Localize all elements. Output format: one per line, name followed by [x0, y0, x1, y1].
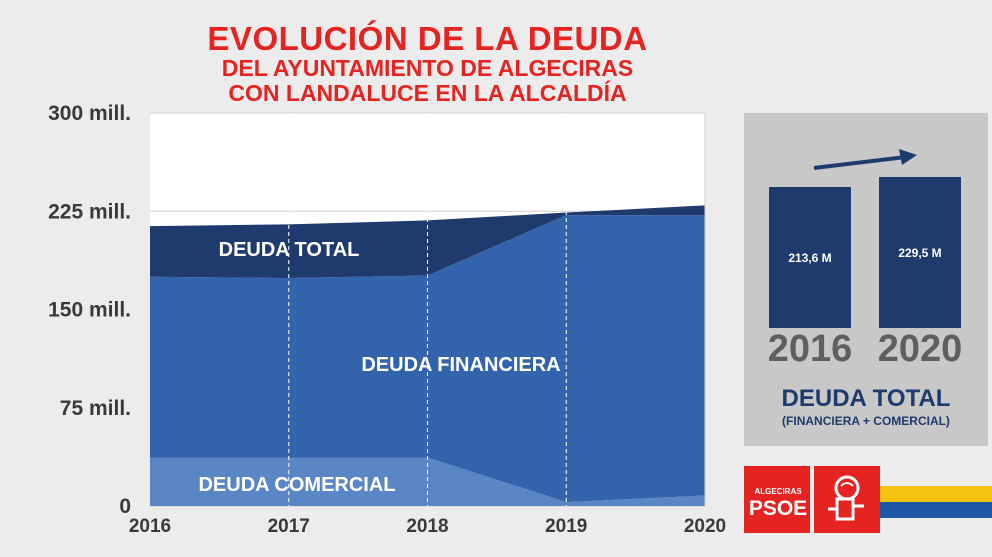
bar-2020-value: 229,5 M: [898, 245, 942, 260]
y-tick-label: 75 mill.: [60, 397, 131, 420]
x-tick-label: 2020: [684, 516, 726, 537]
title-line-1: EVOLUCIÓN DE LA DEUDA: [207, 20, 648, 57]
label-deuda-comercial: DEUDA COMERCIAL: [198, 474, 395, 496]
bar-2016-value: 213,6 M: [788, 250, 832, 265]
bar-2020: 229,5 M: [879, 177, 961, 328]
logo-city: ALGECIRAS: [754, 487, 802, 496]
label-deuda-total: DEUDA TOTAL: [219, 239, 360, 261]
title-line-2: DEL AYUNTAMIENTO DE ALGECIRAS: [221, 55, 634, 81]
x-tick-label: 2018: [406, 516, 448, 537]
x-tick-label: 2016: [129, 516, 171, 537]
y-tick-label: 225 mill.: [48, 200, 131, 223]
panel-subtitle: (FINANCIERA + COMERCIAL): [782, 414, 950, 428]
title-line-3: CON LANDALUCE EN LA ALCALDÍA: [228, 80, 627, 106]
label-deuda-financiera: DEUDA FINANCIERA: [361, 354, 560, 376]
total-debt-comparison-panel: 213,6 M 229,5 M 2016 2020 DEUDA TOTAL (F…: [744, 113, 988, 446]
bar-2016: 213,6 M: [769, 187, 851, 328]
panel-title: DEUDA TOTAL: [781, 385, 951, 412]
psoe-logo-text-box: [744, 466, 810, 533]
x-tick-label: 2017: [268, 516, 310, 537]
flag-blue-stripe: [880, 502, 992, 518]
flag-yellow-stripe: [880, 486, 992, 502]
x-tick-label: 2019: [545, 516, 587, 537]
chart-title: EVOLUCIÓN DE LA DEUDA DEL AYUNTAMIENTO D…: [150, 22, 705, 105]
bar-2020-year: 2020: [877, 328, 963, 370]
y-tick-label: 0: [119, 495, 131, 518]
y-tick-label: 150 mill.: [48, 299, 131, 322]
trend-arrow-icon: [813, 149, 917, 170]
bar-2016-year: 2016: [767, 328, 853, 370]
logo-party: PSOE: [748, 497, 808, 520]
rose-in-fist-icon: [814, 466, 880, 533]
y-tick-label: 300 mill.: [48, 102, 131, 125]
